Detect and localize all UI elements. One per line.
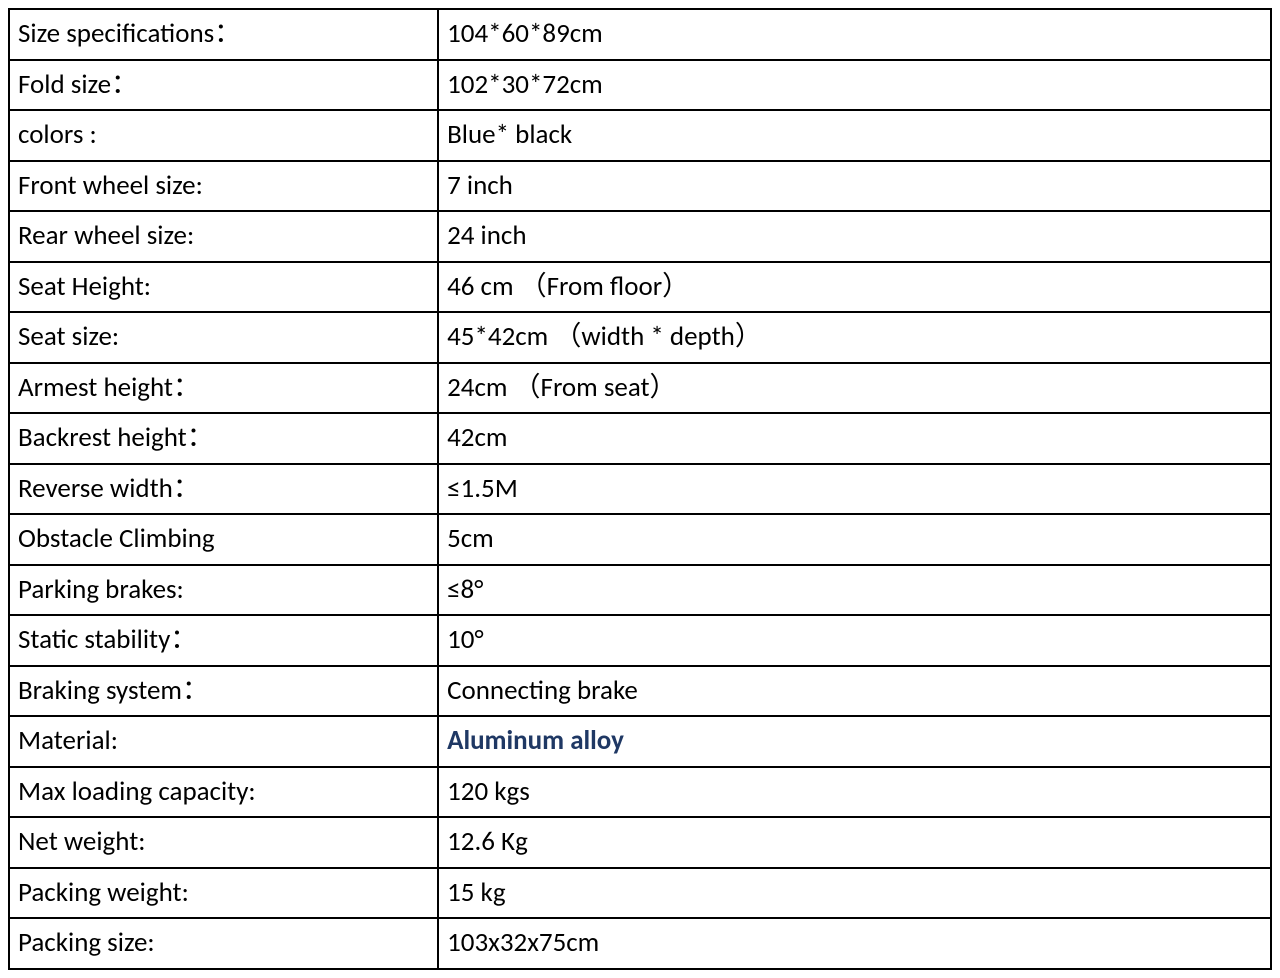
table-row: Front wheel size:7 inch — [9, 161, 1271, 212]
spec-label: Backrest height： — [9, 413, 438, 464]
spec-value: 104*60*89cm — [438, 9, 1271, 60]
spec-label: Reverse width： — [9, 464, 438, 515]
spec-value: Connecting brake — [438, 666, 1271, 717]
spec-value: ≤8° — [438, 565, 1271, 616]
table-row: Size specifications：104*60*89cm — [9, 9, 1271, 60]
spec-value: 15 kg — [438, 868, 1271, 919]
table-row: Seat Height:46 cm （From floor） — [9, 262, 1271, 313]
spec-value: 102*30*72cm — [438, 60, 1271, 111]
spec-value: 45*42cm （width * depth） — [438, 312, 1271, 363]
table-body: Size specifications：104*60*89cmFold size… — [9, 9, 1271, 969]
spec-label: Fold size： — [9, 60, 438, 111]
spec-label: Seat Height: — [9, 262, 438, 313]
spec-value: 5cm — [438, 514, 1271, 565]
spec-value: 7 inch — [438, 161, 1271, 212]
table-row: Net weight:12.6 Kg — [9, 817, 1271, 868]
table-row: Static stability：10° — [9, 615, 1271, 666]
spec-label: Material: — [9, 716, 438, 767]
spec-value: 24cm （From seat） — [438, 363, 1271, 414]
table-row: colors :Blue* black — [9, 110, 1271, 161]
spec-label: Packing weight: — [9, 868, 438, 919]
spec-value: Aluminum alloy — [438, 716, 1271, 767]
spec-value: 46 cm （From floor） — [438, 262, 1271, 313]
spec-label: Max loading capacity: — [9, 767, 438, 818]
spec-value: 103x32x75cm — [438, 918, 1271, 969]
spec-label: colors : — [9, 110, 438, 161]
spec-label: Braking system： — [9, 666, 438, 717]
spec-value: 24 inch — [438, 211, 1271, 262]
specifications-table: Size specifications：104*60*89cmFold size… — [8, 8, 1272, 970]
spec-label: Obstacle Climbing — [9, 514, 438, 565]
spec-value: 12.6 Kg — [438, 817, 1271, 868]
table-row: Obstacle Climbing5cm — [9, 514, 1271, 565]
table-row: Parking brakes:≤8° — [9, 565, 1271, 616]
spec-label: Parking brakes: — [9, 565, 438, 616]
spec-label: Static stability： — [9, 615, 438, 666]
spec-label: Net weight: — [9, 817, 438, 868]
spec-value: 10° — [438, 615, 1271, 666]
spec-label: Seat size: — [9, 312, 438, 363]
table-row: Braking system：Connecting brake — [9, 666, 1271, 717]
spec-value: 120 kgs — [438, 767, 1271, 818]
spec-value: Blue* black — [438, 110, 1271, 161]
spec-label: Size specifications： — [9, 9, 438, 60]
table-row: Max loading capacity:120 kgs — [9, 767, 1271, 818]
spec-value: ≤1.5M — [438, 464, 1271, 515]
table-row: Fold size：102*30*72cm — [9, 60, 1271, 111]
table-row: Packing weight:15 kg — [9, 868, 1271, 919]
spec-label: Rear wheel size: — [9, 211, 438, 262]
table-row: Packing size:103x32x75cm — [9, 918, 1271, 969]
table-row: Reverse width：≤1.5M — [9, 464, 1271, 515]
spec-label: Packing size: — [9, 918, 438, 969]
table-row: Rear wheel size:24 inch — [9, 211, 1271, 262]
table-row: Seat size:45*42cm （width * depth） — [9, 312, 1271, 363]
table-row: Armest height：24cm （From seat） — [9, 363, 1271, 414]
spec-label: Armest height： — [9, 363, 438, 414]
spec-value: 42cm — [438, 413, 1271, 464]
table-row: Backrest height：42cm — [9, 413, 1271, 464]
table-row: Material:Aluminum alloy — [9, 716, 1271, 767]
spec-label: Front wheel size: — [9, 161, 438, 212]
